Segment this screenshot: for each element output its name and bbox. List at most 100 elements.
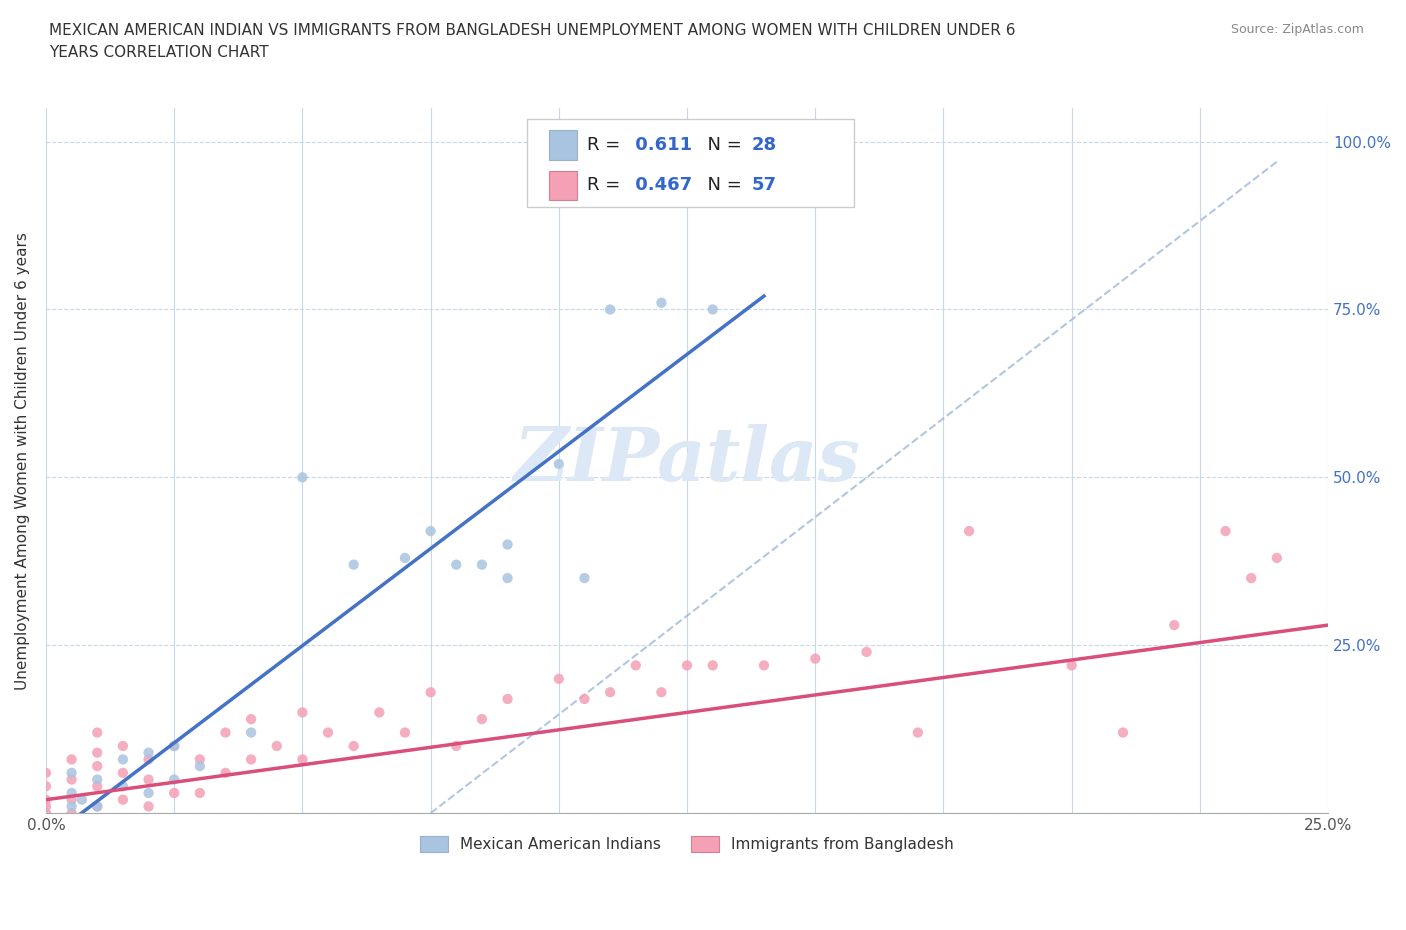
Point — [138, 786, 160, 801]
Point — [419, 684, 441, 699]
Point — [343, 557, 366, 572]
Point — [1163, 618, 1185, 632]
Point — [574, 692, 596, 707]
Point — [496, 692, 519, 707]
Point — [394, 551, 416, 565]
Point — [35, 778, 58, 793]
Point — [35, 765, 58, 780]
Point — [419, 524, 441, 538]
Point — [111, 752, 134, 767]
Point — [86, 772, 108, 787]
Point — [86, 799, 108, 814]
Point — [60, 786, 83, 801]
Text: N =: N = — [696, 177, 748, 194]
Text: R =: R = — [588, 136, 626, 153]
Point — [188, 786, 211, 801]
Text: 0.611: 0.611 — [630, 136, 693, 153]
Point — [35, 805, 58, 820]
Point — [599, 684, 621, 699]
Point — [86, 759, 108, 774]
Point — [60, 765, 83, 780]
Point — [35, 792, 58, 807]
Point — [1265, 551, 1288, 565]
Point — [111, 792, 134, 807]
Point — [624, 154, 647, 169]
Point — [138, 799, 160, 814]
Point — [1112, 725, 1135, 740]
Point — [86, 778, 108, 793]
Text: MEXICAN AMERICAN INDIAN VS IMMIGRANTS FROM BANGLADESH UNEMPLOYMENT AMONG WOMEN W: MEXICAN AMERICAN INDIAN VS IMMIGRANTS FR… — [49, 23, 1015, 60]
Point — [650, 296, 672, 311]
Y-axis label: Unemployment Among Women with Children Under 6 years: Unemployment Among Women with Children U… — [15, 232, 30, 689]
Point — [547, 457, 569, 472]
FancyBboxPatch shape — [548, 170, 576, 200]
Point — [394, 725, 416, 740]
Text: R =: R = — [588, 177, 626, 194]
Point — [368, 705, 391, 720]
Point — [163, 738, 186, 753]
Point — [60, 799, 83, 814]
Text: 28: 28 — [751, 136, 776, 153]
Point — [574, 571, 596, 586]
Point — [957, 524, 980, 538]
Point — [240, 711, 263, 726]
Point — [1215, 524, 1237, 538]
Point — [188, 752, 211, 767]
Point — [496, 537, 519, 551]
Text: 0.467: 0.467 — [630, 177, 693, 194]
Point — [291, 752, 314, 767]
Point — [547, 671, 569, 686]
Point — [111, 778, 134, 793]
Point — [855, 644, 877, 659]
Point — [240, 752, 263, 767]
FancyBboxPatch shape — [548, 130, 576, 160]
Point — [35, 799, 58, 814]
Point — [86, 745, 108, 760]
Point — [111, 738, 134, 753]
Point — [702, 658, 724, 672]
Point — [138, 745, 160, 760]
Point — [316, 725, 339, 740]
Point — [163, 738, 186, 753]
Point — [214, 765, 236, 780]
Legend: Mexican American Indians, Immigrants from Bangladesh: Mexican American Indians, Immigrants fro… — [415, 830, 960, 858]
Point — [1240, 571, 1263, 586]
Point — [471, 557, 494, 572]
Point — [60, 792, 83, 807]
Point — [907, 725, 929, 740]
Point — [240, 725, 263, 740]
Point — [86, 725, 108, 740]
FancyBboxPatch shape — [527, 119, 853, 206]
Point — [804, 651, 827, 666]
Point — [70, 792, 93, 807]
Point — [650, 684, 672, 699]
Point — [446, 557, 468, 572]
Point — [138, 772, 160, 787]
Text: Source: ZipAtlas.com: Source: ZipAtlas.com — [1230, 23, 1364, 36]
Point — [471, 711, 494, 726]
Point — [214, 725, 236, 740]
Point — [752, 658, 775, 672]
Point — [111, 765, 134, 780]
Point — [291, 705, 314, 720]
Point — [676, 658, 699, 672]
Point — [1060, 658, 1083, 672]
Point — [496, 571, 519, 586]
Point — [266, 738, 288, 753]
Point — [702, 302, 724, 317]
Point — [60, 752, 83, 767]
Point — [291, 470, 314, 485]
Point — [60, 805, 83, 820]
Point — [624, 658, 647, 672]
Point — [163, 772, 186, 787]
Text: 57: 57 — [751, 177, 776, 194]
Text: N =: N = — [696, 136, 748, 153]
Point — [163, 786, 186, 801]
Text: ZIPatlas: ZIPatlas — [513, 424, 860, 497]
Point — [343, 738, 366, 753]
Point — [138, 752, 160, 767]
Point — [188, 759, 211, 774]
Point — [446, 738, 468, 753]
Point — [599, 302, 621, 317]
Point — [60, 772, 83, 787]
